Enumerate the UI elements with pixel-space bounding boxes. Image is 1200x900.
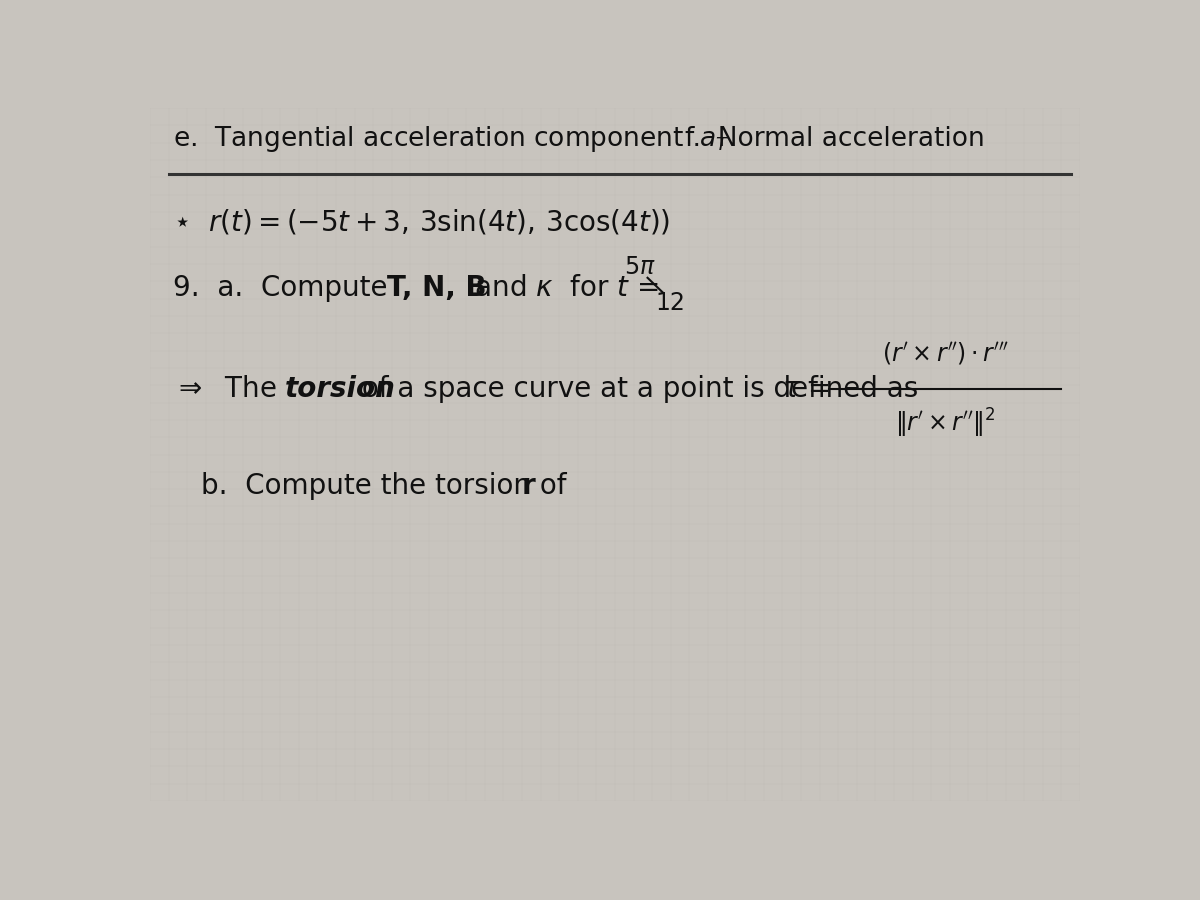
Text: $\Rightarrow$  The: $\Rightarrow$ The (173, 374, 278, 402)
Text: T, N, B: T, N, B (388, 274, 487, 302)
Text: of a space curve at a point is defined as: of a space curve at a point is defined a… (353, 374, 944, 402)
Text: $(r' \times r'') \cdot r'''$: $(r' \times r'') \cdot r'''$ (882, 341, 1009, 367)
Text: $5\pi$: $5\pi$ (624, 256, 656, 279)
Text: $\tau$ =: $\tau$ = (782, 374, 833, 402)
Text: 9.  a.  Compute: 9. a. Compute (173, 274, 397, 302)
Text: and $\kappa$  for $t$ =: and $\kappa$ for $t$ = (467, 274, 662, 302)
Text: $\|r' \times r''\|^2$: $\|r' \times r''\|^2$ (895, 407, 995, 440)
Text: $\star$  $r(t) = (-5t + 3,\,3\sin(4t),\,3\cos(4t))$: $\star$ $r(t) = (-5t + 3,\,3\sin(4t),\,3… (173, 208, 671, 237)
Text: 12: 12 (655, 292, 685, 315)
Text: b.  Compute the torsion of: b. Compute the torsion of (202, 472, 576, 500)
Text: torsion: torsion (284, 374, 396, 402)
Text: e.  Tangential acceleration component  $a_T$: e. Tangential acceleration component $a_… (173, 124, 731, 154)
Text: r: r (522, 472, 535, 500)
Text: f.  Normal acceleration: f. Normal acceleration (685, 126, 984, 152)
